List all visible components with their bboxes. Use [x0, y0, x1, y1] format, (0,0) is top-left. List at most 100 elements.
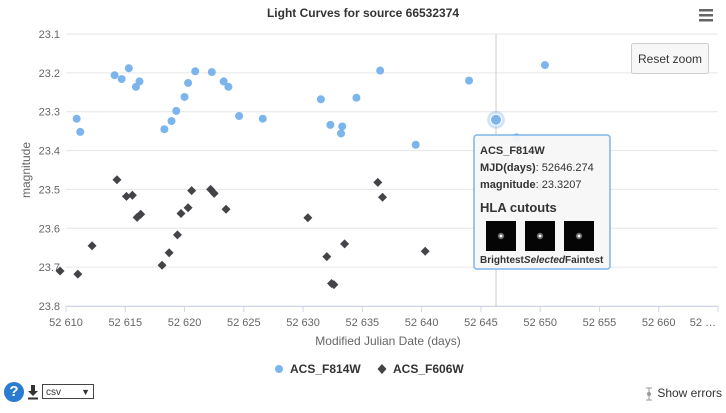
x-tick-label: 52 660	[642, 317, 676, 329]
data-point[interactable]	[338, 122, 347, 131]
tooltip-mag-colon: :	[536, 179, 542, 191]
legend-label[interactable]: ACS_F814W	[290, 362, 361, 376]
series-ACS_F814W	[72, 61, 549, 149]
tooltip-mjd-value: 52646.274	[542, 162, 594, 174]
x-tick-label: 52 615	[108, 317, 142, 329]
chevron-down-icon: ▼	[81, 387, 90, 397]
y-tick-label: 23.8	[39, 301, 60, 313]
data-point[interactable]	[376, 66, 385, 75]
legend: ACS_F814W ACS_F606W	[275, 362, 464, 376]
tooltip-mjd-row: MJD(days): 52646.274	[480, 162, 594, 174]
hovered-data-point[interactable]	[490, 113, 503, 126]
data-point[interactable]	[72, 114, 81, 123]
y-tick-label: 23.5	[39, 184, 60, 196]
data-point[interactable]	[76, 127, 85, 136]
data-point[interactable]	[329, 280, 339, 290]
data-point[interactable]	[235, 111, 244, 120]
x-axis-title: Modified Julian Date (days)	[315, 334, 460, 348]
data-point[interactable]	[224, 82, 233, 91]
data-point[interactable]	[164, 248, 174, 258]
bottom-toolbar: ? csv ▼ Show errors	[0, 380, 726, 408]
x-tick-label: 52 620	[168, 317, 202, 329]
tooltip-series-name: ACS_F814W	[480, 145, 545, 157]
data-point[interactable]	[258, 114, 267, 123]
data-point[interactable]	[167, 117, 176, 126]
tooltip-mag-label: magnitude	[480, 179, 536, 191]
x-tick-label: 52 640	[405, 317, 439, 329]
hamburger-menu-icon[interactable]	[699, 9, 713, 22]
data-point[interactable]	[337, 129, 346, 138]
reset-zoom-button[interactable]: Reset zoom	[631, 43, 709, 74]
menu-bar	[699, 19, 713, 22]
show-errors-toggle[interactable]: Show errors	[645, 386, 722, 402]
data-point[interactable]	[87, 241, 97, 251]
data-point[interactable]	[340, 239, 350, 249]
data-point[interactable]	[352, 93, 361, 102]
x-tick-label: 52 645	[464, 317, 498, 329]
download-icon[interactable]	[27, 384, 39, 400]
series-ACS_F606W	[55, 175, 545, 290]
data-point[interactable]	[316, 95, 325, 104]
chart-title: Light Curves for source 66532374	[267, 6, 459, 20]
data-point[interactable]	[112, 175, 122, 185]
data-point[interactable]	[209, 188, 219, 198]
data-point[interactable]	[124, 64, 133, 73]
help-button[interactable]: ?	[4, 382, 24, 402]
data-point[interactable]	[117, 75, 126, 84]
y-tick-label: 23.6	[39, 223, 60, 235]
data-point[interactable]	[219, 77, 228, 86]
data-point[interactable]	[172, 230, 182, 240]
tooltip-cutouts-title: HLA cutouts	[480, 200, 557, 215]
data-point[interactable]	[465, 76, 474, 85]
tooltip-mjd-colon: :	[536, 162, 542, 174]
data-point[interactable]	[55, 266, 65, 276]
reset-zoom-button-box[interactable]	[631, 43, 709, 74]
data-point[interactable]	[322, 252, 332, 262]
data-point[interactable]	[110, 71, 119, 80]
tooltip: ACS_F814W MJD(days): 52646.274 magnitude: …	[473, 134, 611, 270]
data-point[interactable]	[420, 246, 430, 256]
x-tick-label: 52 630	[286, 317, 320, 329]
data-point[interactable]	[73, 269, 83, 279]
data-point[interactable]	[136, 209, 146, 219]
cutout-label: Brightest	[480, 255, 525, 266]
data-point[interactable]	[221, 204, 231, 214]
y-tick-label: 23.3	[39, 107, 60, 119]
data-point[interactable]	[378, 192, 388, 202]
data-point[interactable]	[373, 177, 383, 187]
data-point[interactable]	[303, 213, 313, 223]
y-tick-label: 23.1	[39, 29, 60, 41]
format-select[interactable]: csv ▼	[42, 384, 94, 399]
data-point[interactable]	[176, 209, 186, 219]
x-tick-label: 52 610	[49, 317, 83, 329]
data-point[interactable]	[187, 186, 197, 196]
data-point[interactable]	[121, 191, 131, 201]
data-point[interactable]	[184, 78, 193, 87]
data-point[interactable]	[127, 190, 137, 200]
data-point[interactable]	[540, 61, 549, 70]
menu-bar	[699, 9, 713, 12]
data-point[interactable]	[160, 125, 169, 134]
tooltip-mag-row: magnitude: 23.3207	[480, 179, 582, 191]
reset-zoom-label[interactable]: Reset zoom	[638, 52, 702, 66]
data-point[interactable]	[135, 77, 144, 86]
data-point[interactable]	[172, 106, 181, 115]
legend-marker-diamond[interactable]	[377, 364, 387, 374]
data-point[interactable]	[180, 92, 189, 101]
x-tick-label: 52 655	[583, 317, 617, 329]
y-tick-label: 23.7	[39, 262, 60, 274]
error-bar-icon	[646, 387, 653, 401]
data-point[interactable]	[157, 260, 167, 270]
data-point[interactable]	[207, 68, 216, 77]
x-tick-label: 52 625	[227, 317, 261, 329]
y-tick-label: 23.2	[39, 68, 60, 80]
data-point[interactable]	[191, 67, 200, 76]
cutout-labels-row: BrightestSelectedFaintest	[480, 255, 604, 266]
data-point[interactable]	[183, 203, 193, 213]
legend-label[interactable]: ACS_F606W	[393, 362, 464, 376]
legend-marker-circle[interactable]	[275, 365, 283, 373]
data-point[interactable]	[326, 120, 335, 129]
data-point[interactable]	[411, 140, 420, 149]
